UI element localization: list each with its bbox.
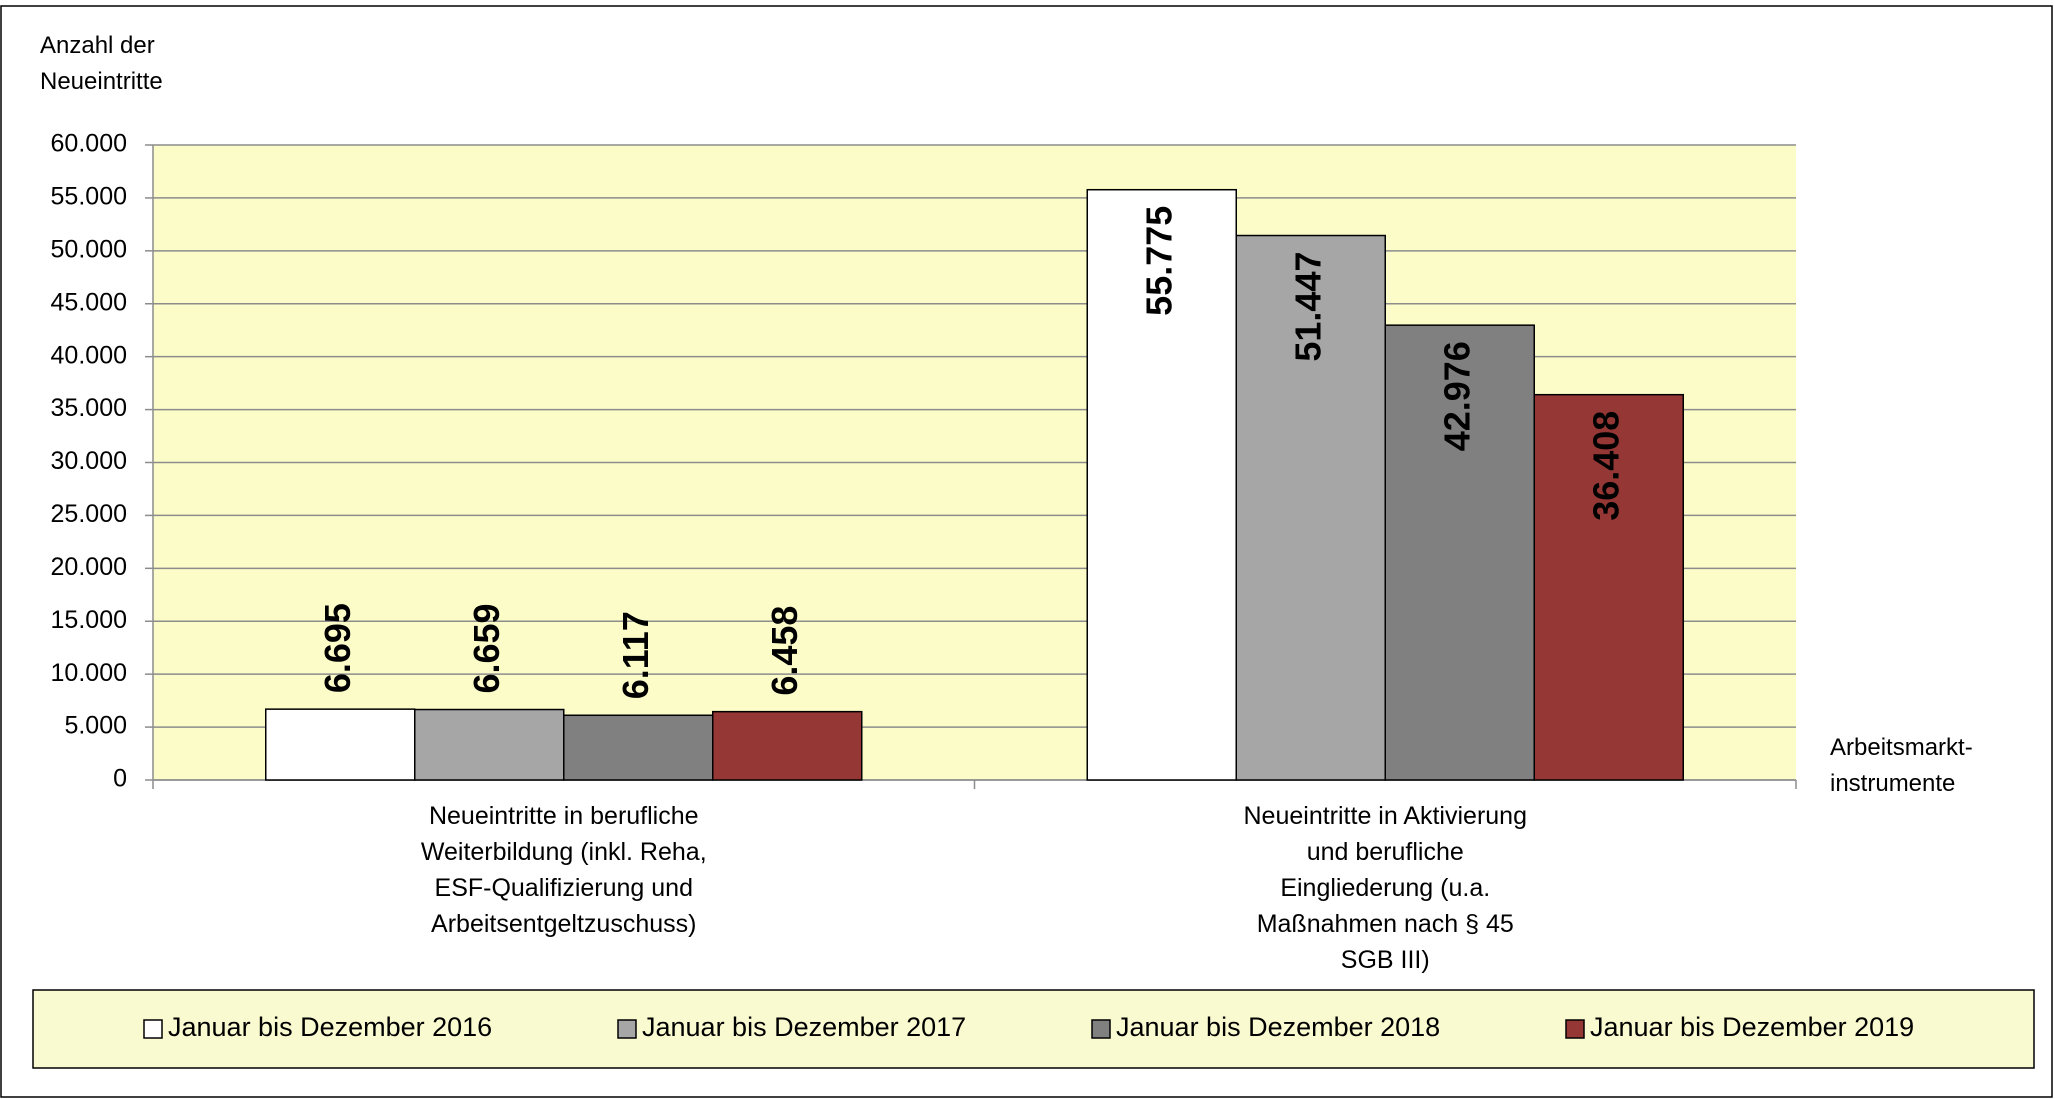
legend-swatch: [143, 1019, 163, 1039]
y-tick-label: 60.000: [51, 130, 127, 158]
y-tick-label: 55.000: [51, 183, 127, 211]
y-tick-label: 10.000: [51, 659, 127, 687]
bar: [1235, 234, 1386, 781]
x-tick-label: Neueintritte in berufliche Weiterbildung…: [420, 802, 707, 938]
y-tick-label: 0: [113, 765, 127, 793]
y-tick-label: 15.000: [51, 606, 127, 634]
legend-box: [32, 989, 2035, 1069]
data-label: 36.408: [1585, 411, 1626, 521]
bar: [1533, 393, 1684, 781]
legend-label: Januar bis Dezember 2019: [1590, 1012, 1914, 1042]
y-tick-label: 25.000: [51, 500, 127, 528]
legend-label: Januar bis Dezember 2017: [642, 1012, 966, 1042]
data-label: 6.458: [764, 606, 805, 696]
bar: [414, 708, 565, 781]
data-label: 51.447: [1287, 252, 1328, 362]
data-label: 6.659: [466, 603, 507, 693]
bar: [265, 708, 416, 781]
legend-swatch: [1565, 1019, 1585, 1039]
y-tick-label: 50.000: [51, 235, 127, 263]
legend-swatch: [1091, 1019, 1111, 1039]
y-axis-title: Anzahl der Neueintritte: [40, 32, 163, 95]
bar: [1086, 188, 1237, 781]
data-label: 55.775: [1138, 206, 1179, 316]
legend-label: Januar bis Dezember 2018: [1116, 1012, 1440, 1042]
y-tick-label: 45.000: [51, 288, 127, 316]
y-tick-label: 40.000: [51, 341, 127, 369]
y-tick-label: 20.000: [51, 553, 127, 581]
y-tick-label: 30.000: [51, 447, 127, 475]
data-label: 42.976: [1436, 341, 1477, 451]
legend-label: Januar bis Dezember 2016: [168, 1012, 492, 1042]
y-tick-label: 35.000: [51, 394, 127, 422]
data-label: 6.117: [615, 611, 656, 699]
bar: [712, 710, 863, 781]
y-tick-label: 5.000: [64, 712, 127, 740]
data-label: 6.695: [317, 603, 358, 693]
bar: [563, 714, 714, 781]
x-tick-label: Neueintritte in Aktivierung und beruflic…: [1243, 802, 1527, 974]
legend-swatch: [617, 1019, 637, 1039]
x-axis-title: Arbeitsmarkt- instrumente: [1830, 734, 1973, 797]
